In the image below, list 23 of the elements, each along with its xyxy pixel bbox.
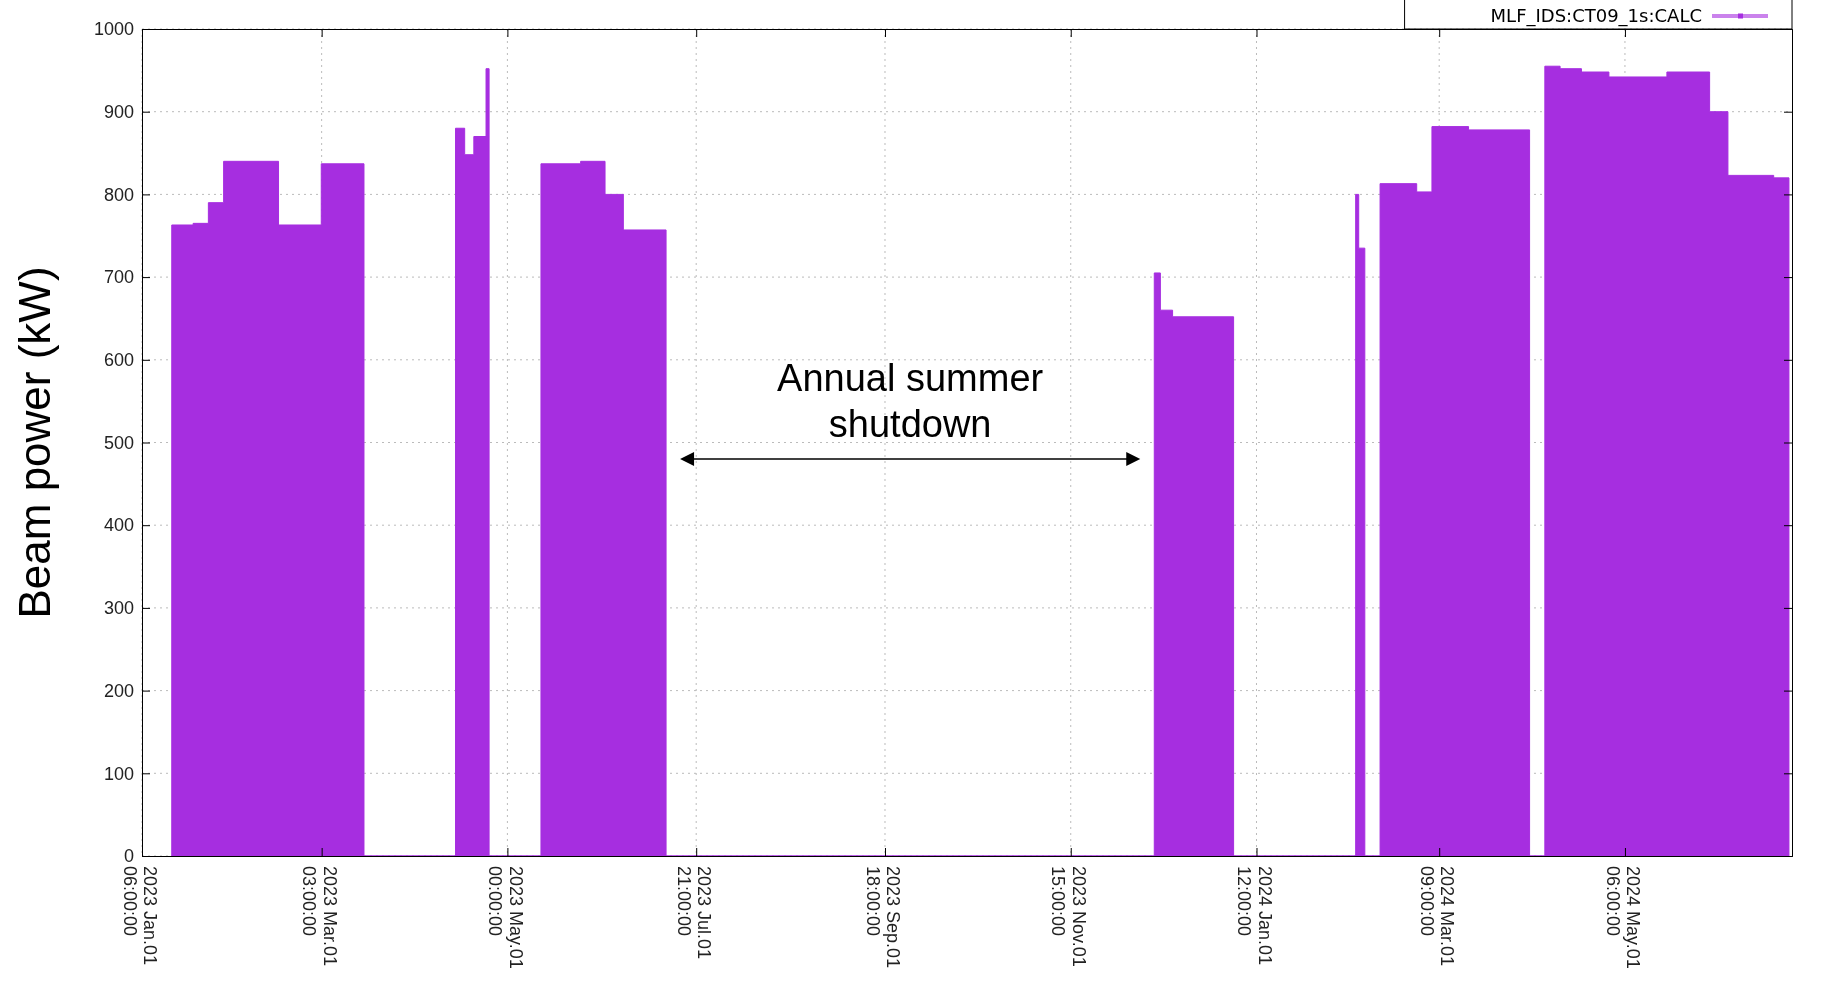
x-tick-label: 2023 Nov.01 15:00:00 (1048, 866, 1090, 967)
y-tick-label: 900 (103, 101, 134, 122)
y-tick-label: 200 (103, 680, 134, 701)
x-tick-label: 2023 Jul.01 21:00:00 (673, 866, 715, 960)
annotation: Annual summer shutdown (777, 357, 1044, 446)
x-tick-label: 2023 Jan.01 06:00:00 (119, 866, 161, 966)
y-tick-label: 800 (103, 184, 134, 205)
x-tick-label: 2023 Mar.01 03:00:00 (299, 866, 340, 967)
legend-label: MLF_IDS:CT09_1s:CALC (1490, 5, 1702, 27)
y-tick-label: 700 (103, 267, 134, 288)
y-tick-label: 500 (103, 432, 134, 453)
x-tick-label: 2024 Jan.01 12:00:00 (1234, 866, 1275, 966)
y-tick-label: 400 (103, 515, 134, 536)
x-tick-label: 2023 May.01 00:00:00 (485, 866, 526, 969)
x-tick-label: 2024 Mar.01 09:00:00 (1416, 866, 1458, 967)
x-tick-label: 2024 May.01 06:00:00 (1602, 866, 1644, 969)
y-tick-label: 600 (103, 350, 134, 371)
y-tick-label: 0 (123, 846, 134, 867)
x-tick-label: 2023 Sep.01 18:00:00 (862, 866, 904, 969)
y-tick-label: 300 (103, 598, 134, 619)
y-tick-label: 100 (103, 763, 134, 784)
y-tick-label: 1000 (93, 19, 134, 40)
y-axis-title: Beam power (kW) (10, 266, 59, 619)
